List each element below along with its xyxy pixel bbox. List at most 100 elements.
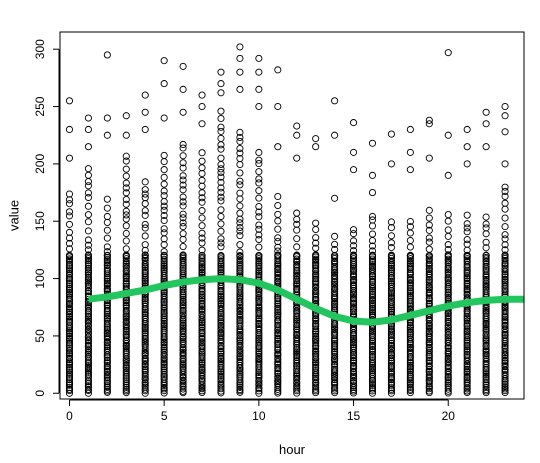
data-point — [331, 282, 339, 290]
data-point — [501, 183, 509, 191]
data-point — [425, 154, 433, 162]
data-point — [425, 380, 433, 388]
data-point — [368, 255, 377, 263]
data-point — [406, 326, 414, 334]
data-point — [160, 326, 168, 334]
data-point — [444, 131, 452, 139]
data-point — [482, 244, 490, 252]
data-point — [444, 271, 452, 279]
data-point — [387, 272, 395, 280]
data-point — [65, 384, 74, 392]
data-point — [501, 205, 509, 213]
y-tick-label: 250 — [33, 96, 47, 116]
data-point — [350, 237, 358, 245]
data-point — [217, 363, 225, 371]
data-point — [122, 301, 130, 309]
data-point — [274, 273, 282, 281]
data-point — [463, 125, 471, 134]
data-point — [103, 310, 111, 318]
data-point — [255, 317, 263, 325]
data-point — [217, 264, 225, 272]
data-point — [160, 235, 168, 243]
data-point — [179, 301, 187, 309]
data-point — [65, 368, 74, 377]
data-point — [482, 260, 490, 268]
data-point — [198, 268, 206, 276]
data-point — [255, 255, 263, 263]
data-point — [236, 181, 244, 189]
data-point — [179, 337, 187, 345]
data-point — [312, 389, 320, 397]
data-point — [141, 272, 149, 280]
data-point — [463, 252, 471, 260]
data-point — [274, 143, 282, 151]
data-point — [65, 378, 74, 386]
data-point — [501, 112, 509, 120]
data-point — [406, 217, 414, 226]
data-point — [160, 166, 168, 174]
data-point — [368, 275, 377, 283]
data-point — [255, 264, 263, 272]
data-point — [482, 252, 490, 260]
data-point — [444, 312, 452, 320]
data-point — [65, 270, 74, 278]
data-point — [179, 335, 187, 343]
data-point — [274, 247, 282, 255]
data-point — [141, 108, 149, 116]
data-point — [444, 326, 452, 334]
data-point — [331, 381, 339, 389]
data-point — [122, 195, 130, 204]
data-point — [236, 356, 244, 364]
data-point — [255, 299, 263, 307]
data-point — [236, 315, 244, 323]
data-point — [84, 358, 92, 366]
data-point — [84, 317, 92, 325]
data-point — [350, 281, 358, 289]
data-point — [236, 262, 244, 270]
data-point — [387, 277, 395, 285]
data-point — [84, 178, 92, 186]
data-point — [160, 225, 168, 233]
data-point — [103, 306, 111, 315]
data-point — [236, 144, 244, 153]
data-point — [103, 327, 111, 335]
data-point — [255, 288, 263, 296]
data-point — [274, 383, 282, 391]
data-point — [501, 264, 509, 272]
data-point — [274, 297, 282, 305]
data-point — [179, 62, 187, 70]
data-point — [501, 341, 509, 350]
data-point — [160, 269, 168, 277]
data-point — [406, 264, 414, 272]
data-point — [312, 330, 320, 338]
data-point — [122, 389, 130, 397]
data-point — [141, 186, 149, 194]
data-point — [482, 238, 490, 246]
data-point — [482, 360, 490, 368]
data-point — [103, 255, 111, 263]
data-point — [217, 107, 225, 115]
data-point — [179, 297, 187, 305]
data-point — [425, 297, 433, 305]
data-point — [103, 264, 111, 272]
data-point — [236, 321, 244, 329]
data-point — [293, 243, 301, 251]
data-point — [293, 235, 301, 243]
data-point — [444, 347, 452, 355]
data-point — [160, 158, 168, 166]
data-point — [406, 370, 414, 378]
data-point — [217, 68, 225, 76]
data-point — [217, 212, 225, 221]
data-point — [179, 264, 187, 272]
data-point — [141, 220, 149, 229]
data-point — [103, 248, 111, 256]
data-point — [463, 236, 471, 244]
data-point — [217, 160, 225, 169]
data-point — [463, 365, 471, 373]
data-point — [103, 270, 111, 278]
data-point — [160, 262, 168, 270]
data-point — [255, 341, 263, 349]
data-point — [312, 319, 320, 327]
data-point — [84, 273, 92, 281]
data-point — [236, 303, 244, 311]
